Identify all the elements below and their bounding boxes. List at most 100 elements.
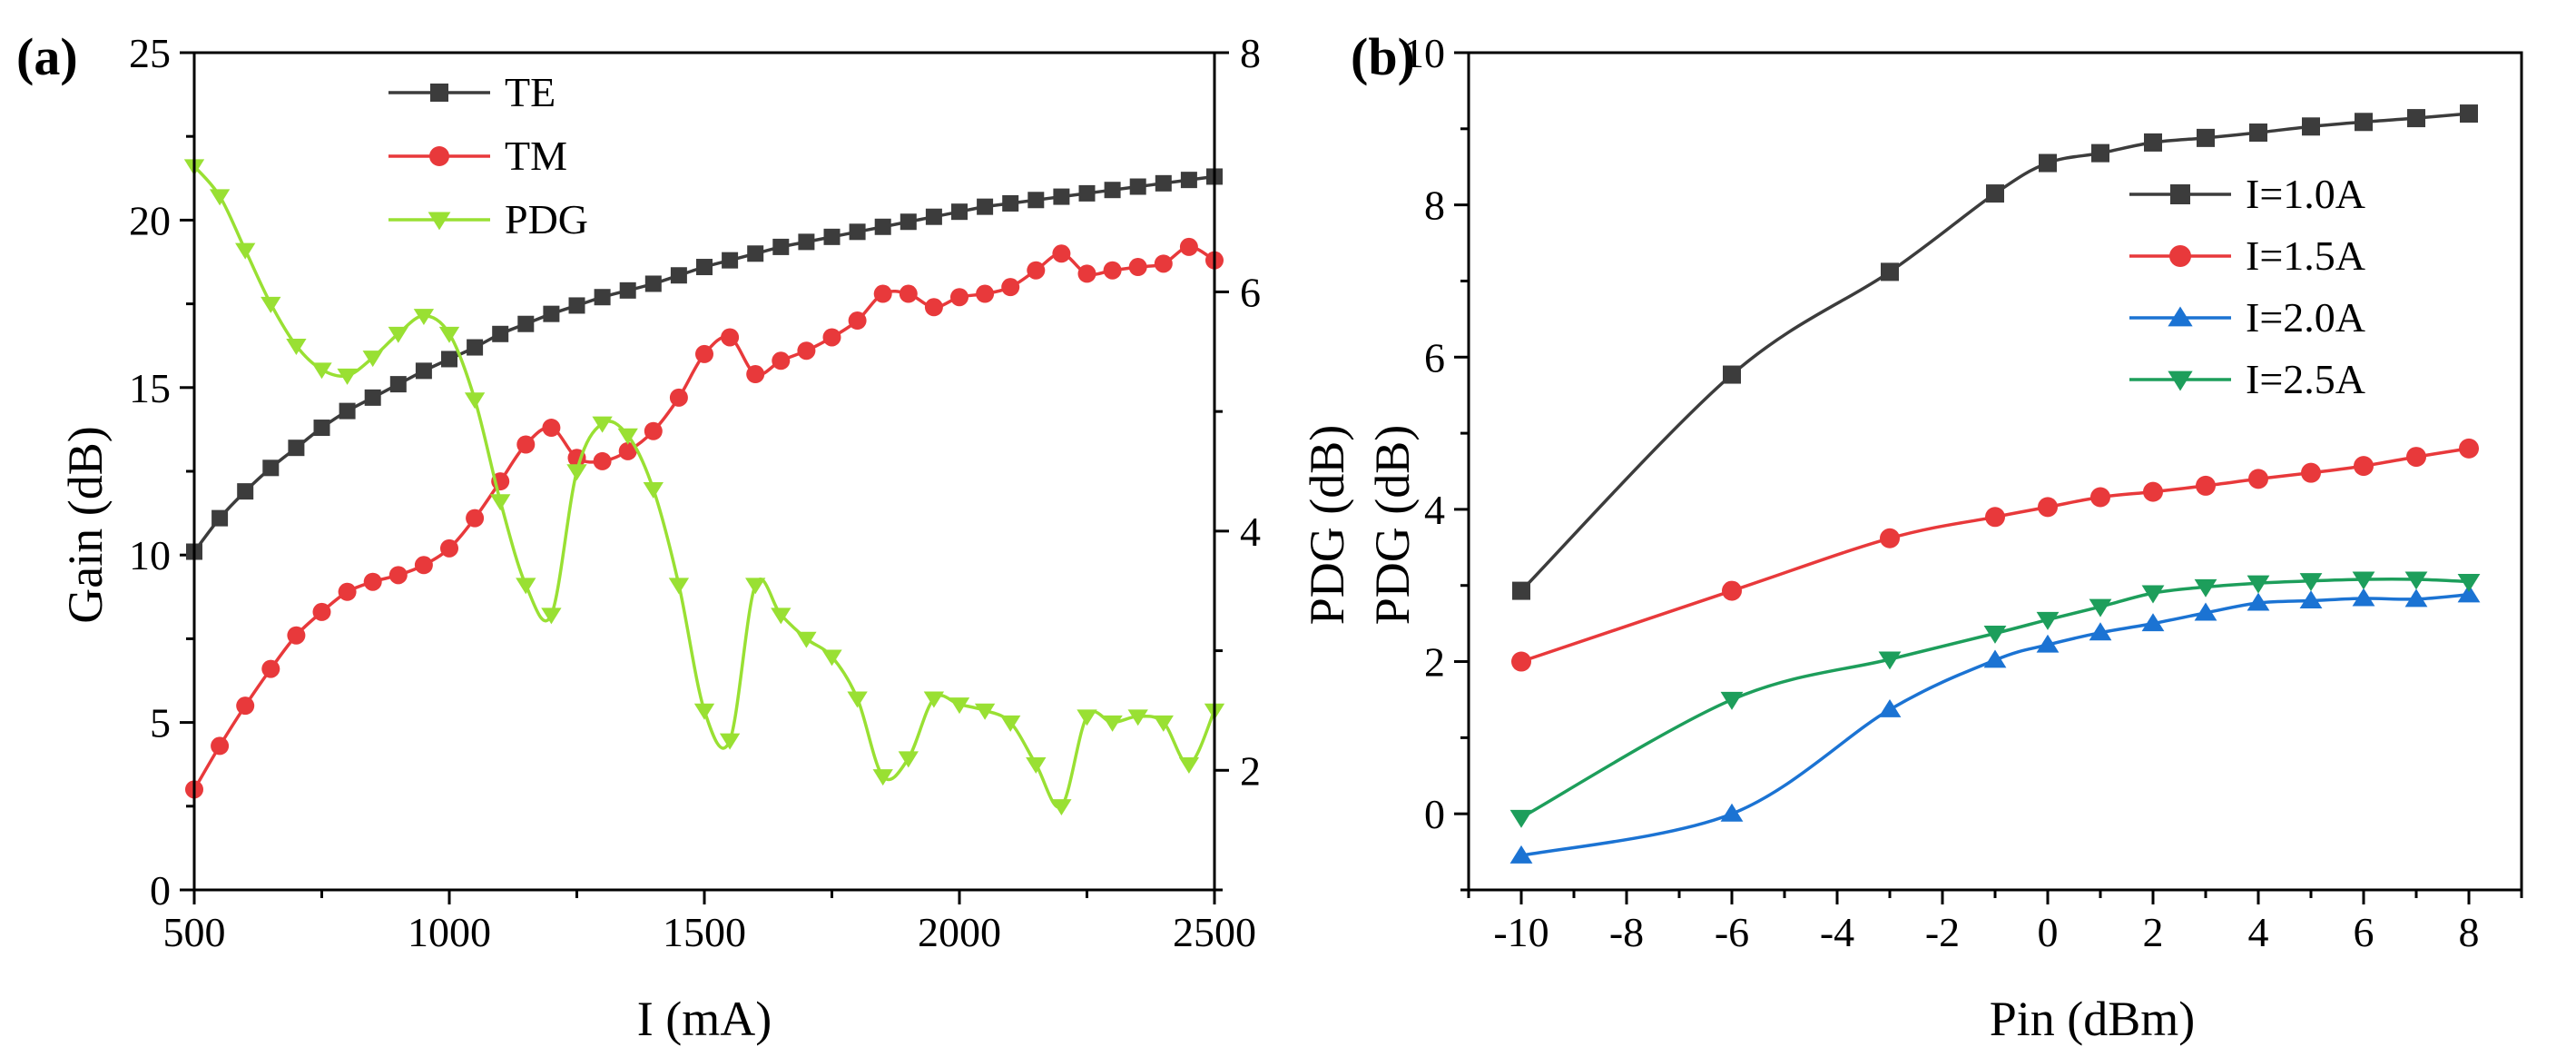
point-tm (618, 441, 637, 460)
point-tm (797, 341, 816, 361)
y-tick-label: 2 (1424, 639, 1445, 686)
point-i-1-0a (2355, 113, 2373, 132)
legend-label: TM (505, 133, 567, 179)
point-te (1129, 178, 1146, 195)
y-tick-label: 8 (1424, 183, 1445, 229)
legend-marker (429, 146, 449, 166)
point-pdg (1000, 715, 1021, 732)
point-te (670, 267, 687, 284)
point-pdg (974, 703, 996, 720)
point-te (951, 203, 968, 221)
point-tm (211, 736, 230, 756)
x-tick-label: 4 (2248, 909, 2269, 955)
x-tick-label: 0 (2038, 909, 2059, 955)
point-i-2-5a (1983, 625, 2007, 644)
point-tm (1077, 264, 1096, 283)
point-i-2-5a (1509, 809, 1533, 828)
point-tm (695, 344, 713, 363)
point-pdg (261, 296, 281, 313)
y-tick-label: 20 (129, 197, 171, 243)
point-pdg (847, 691, 868, 708)
point-te (1155, 174, 1172, 192)
panel-a-chart: (a) Gain (dB) PDG (dB) I (mA) 500 1000 150… (16, 27, 1354, 1046)
point-pdg (566, 464, 587, 481)
point-te (339, 402, 356, 420)
point-pdg (413, 309, 435, 326)
point-tm (414, 556, 433, 575)
y-tick-label: 5 (150, 700, 171, 746)
point-te (849, 223, 866, 241)
point-i-1-0a (2144, 133, 2162, 152)
point-pdg (745, 578, 766, 595)
point-i-2-0a (1720, 803, 1744, 822)
point-pdg (693, 703, 715, 720)
point-te (262, 459, 280, 477)
point-te (772, 238, 790, 255)
x-tick-label: 1500 (663, 909, 746, 955)
legend-label: TE (505, 69, 556, 115)
point-i-1-0a (2460, 104, 2478, 123)
point-i-2-0a (2194, 602, 2217, 621)
legend-entry-i-2-5a: I=2.5A (2129, 356, 2365, 402)
y-tick-label: 0 (150, 867, 171, 914)
x-tick-label: 500 (163, 909, 226, 955)
point-pdg (541, 608, 562, 625)
point-te (594, 289, 611, 306)
point-te (1002, 194, 1019, 212)
legend-entry-pdg: PDG (388, 196, 588, 242)
legend-label: I=1.5A (2246, 232, 2365, 279)
y-tick-label: 6 (1424, 334, 1445, 380)
point-i-1-5a (2196, 475, 2216, 496)
legend-label: I=2.5A (2246, 356, 2365, 402)
legend-marker (430, 84, 448, 102)
point-te (1078, 184, 1096, 202)
point-pdg (617, 428, 638, 445)
point-pdg (643, 482, 664, 499)
point-pdg (490, 494, 511, 511)
point-pdg (438, 326, 460, 343)
panel-a-xlabel: I (mA) (637, 992, 772, 1046)
legend-entry-i-2-0a: I=2.0A (2129, 294, 2365, 341)
point-tm (1103, 261, 1122, 280)
point-tm (1001, 278, 1020, 297)
point-te (823, 228, 841, 245)
legend-label: PDG (505, 196, 588, 242)
point-tm (873, 284, 892, 303)
point-tm (388, 566, 408, 585)
point-tm (287, 626, 306, 645)
point-pdg (1102, 715, 1123, 732)
point-te (467, 339, 484, 356)
point-tm (772, 351, 791, 370)
point-i-2-5a (2194, 578, 2217, 598)
point-te (900, 213, 917, 231)
panel-a-y2label: PDG (dB) (1300, 425, 1354, 626)
panel-b-ylabel: PDG (dB) (1365, 425, 1420, 626)
legend-label: I=1.0A (2246, 171, 2365, 217)
point-te (441, 351, 457, 368)
series-tm (185, 237, 1224, 799)
point-i-1-5a (2301, 462, 2321, 483)
point-pdg (923, 691, 945, 708)
point-pdg (949, 697, 970, 715)
point-te (237, 483, 254, 500)
point-i-2-5a (2141, 585, 2165, 604)
point-i-1-5a (2248, 469, 2268, 489)
legend-marker (428, 212, 451, 231)
x-tick-label: 2000 (918, 909, 1001, 955)
point-tm (899, 284, 918, 303)
point-i-2-5a (2352, 571, 2375, 590)
x-tick-label: -6 (1715, 909, 1749, 955)
point-i-1-0a (1512, 581, 1530, 600)
point-pdg (464, 392, 486, 410)
panel-a-legend: TE TM PDG (388, 69, 588, 242)
point-i-2-5a (2247, 575, 2270, 594)
point-i-2-5a (2299, 573, 2323, 592)
point-i-2-0a (2404, 588, 2428, 608)
y2-tick-label: 6 (1240, 269, 1261, 315)
point-pdg (235, 242, 256, 260)
point-i-1-0a (2091, 143, 2109, 163)
series-te (186, 168, 1223, 560)
point-tm (1154, 254, 1173, 273)
panel-a-frame (192, 51, 1216, 892)
y-tick-label: 25 (129, 30, 171, 76)
